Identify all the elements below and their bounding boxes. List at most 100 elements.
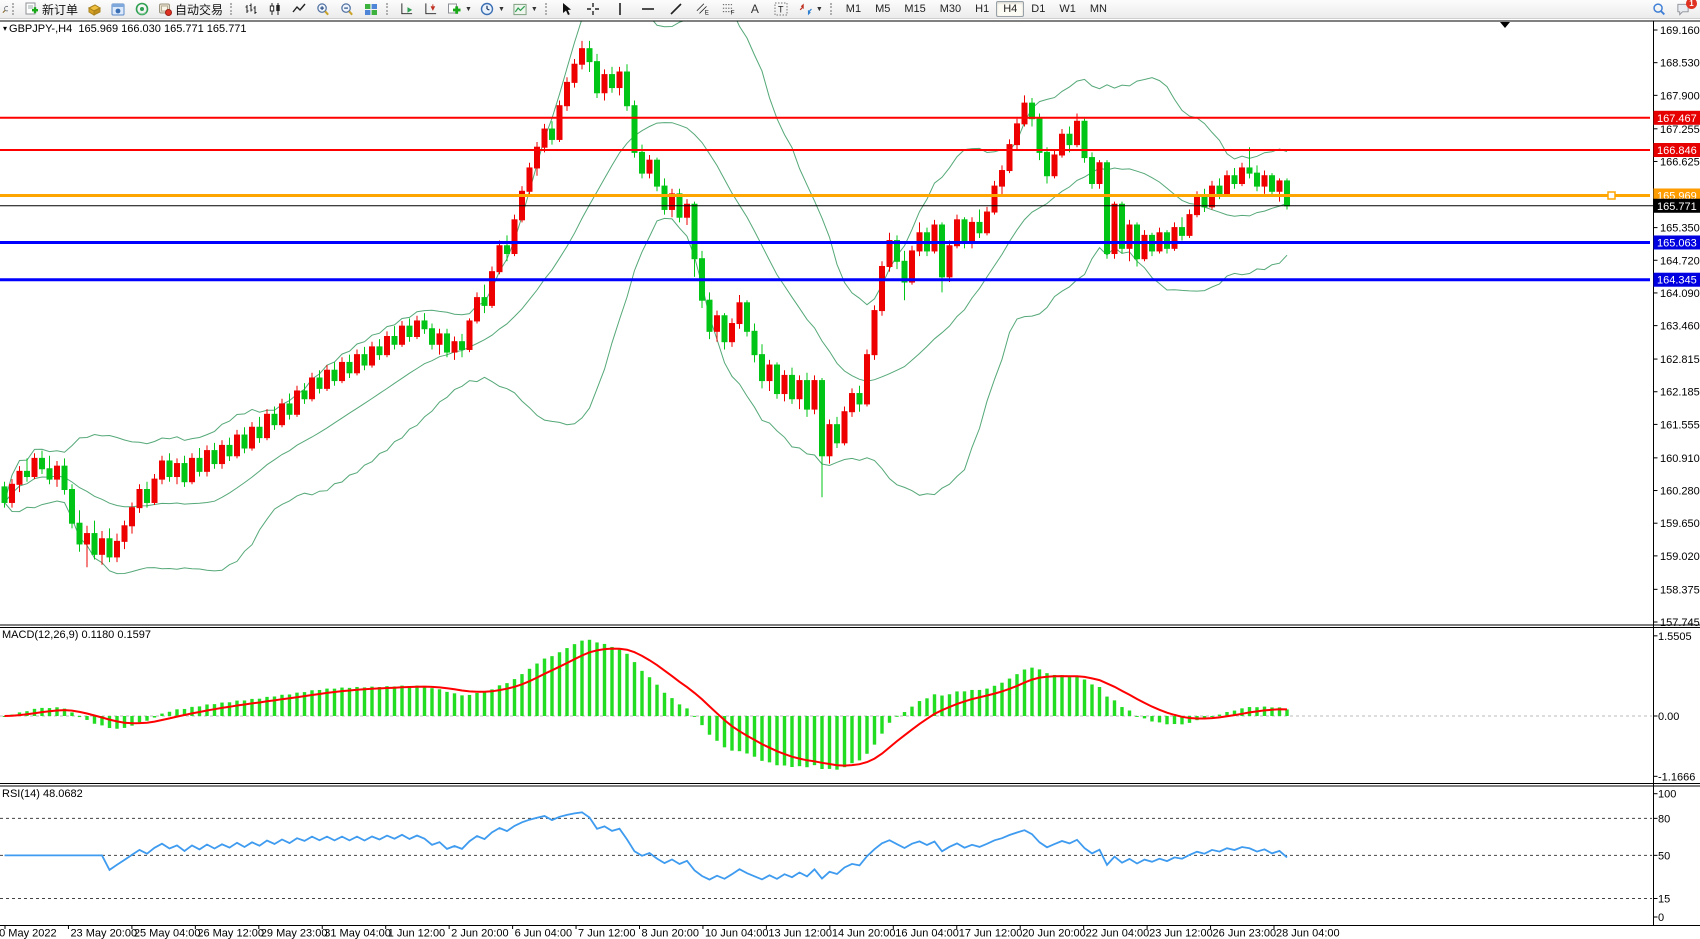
- equidistant-channel-icon[interactable]: E: [696, 2, 710, 16]
- axis-label: -1.1666: [1658, 771, 1695, 783]
- autotrading-button[interactable]: 自动交易: [154, 1, 227, 17]
- macd-histogram-bar: [700, 716, 704, 726]
- fibonacci-icon[interactable]: F: [722, 2, 736, 16]
- chart-shift-icon[interactable]: [424, 2, 438, 16]
- macd-histogram-bar: [430, 688, 434, 716]
- candle-body: [384, 336, 390, 356]
- macd-histogram-bar: [227, 702, 232, 716]
- timeframe-m1[interactable]: M1: [845, 3, 862, 15]
- price-badges: 167.467166.846165.969165.771165.063164.3…: [1653, 110, 1700, 287]
- dropdown-caret: ▼: [497, 5, 505, 13]
- macd-histogram-bar: [962, 691, 967, 716]
- templates-button[interactable]: ▼: [509, 1, 542, 17]
- macd-histogram-bar: [1112, 700, 1117, 716]
- toolbar-grip[interactable]: [829, 3, 836, 15]
- autotrading-label: 自动交易: [175, 2, 224, 17]
- timeframe-h4[interactable]: H4: [996, 1, 1025, 17]
- candlestick-chart-icon[interactable]: [268, 2, 282, 16]
- macd-histogram-bar: [385, 686, 389, 716]
- trendline-icon[interactable]: [669, 2, 683, 16]
- macd-histogram-bar: [542, 658, 547, 716]
- collapse-arrow-icon[interactable]: ▾: [3, 24, 8, 33]
- macd-histogram-bar: [1045, 673, 1049, 716]
- bar-chart-icon[interactable]: [244, 2, 258, 16]
- zoom-out-icon[interactable]: [340, 2, 354, 16]
- candle-body: [901, 260, 908, 283]
- new-order-button[interactable]: 新订单: [21, 1, 82, 17]
- horizontal-line-icon[interactable]: [641, 2, 655, 16]
- macd-histogram-bar: [235, 700, 239, 716]
- indicators-button[interactable]: ▼: [443, 1, 476, 17]
- timeframe-m5[interactable]: M5: [875, 3, 891, 15]
- axis-label: 157.745: [1660, 617, 1700, 629]
- toolbar-grip[interactable]: [386, 3, 392, 15]
- text-icon[interactable]: A: [750, 2, 759, 16]
- toolbar-grip[interactable]: [230, 3, 236, 15]
- macd-histogram-bar: [992, 685, 997, 716]
- macd-histogram-bar: [1172, 716, 1177, 725]
- candle-body: [976, 221, 983, 234]
- text-label-icon[interactable]: T: [774, 2, 788, 16]
- macd-histogram-bar: [152, 716, 157, 718]
- toolbar-grip[interactable]: [544, 3, 551, 15]
- search-icon[interactable]: [1652, 2, 1666, 16]
- timeframe-h1[interactable]: H1: [975, 3, 990, 15]
- macd-histogram-bar: [535, 663, 539, 716]
- line-chart-icon[interactable]: [292, 2, 306, 16]
- timeframe-d1[interactable]: D1: [1031, 3, 1046, 15]
- tile-windows-icon[interactable]: [364, 2, 378, 16]
- zoom-in-icon[interactable]: [316, 2, 330, 16]
- macd-histogram-bar: [520, 674, 524, 716]
- macd-histogram-bar: [340, 687, 344, 716]
- macd-histogram-bar: [857, 716, 862, 761]
- macd-histogram-bar: [1015, 674, 1019, 716]
- macd-histogram-bar: [287, 694, 292, 716]
- auto-scroll-icon[interactable]: [400, 2, 414, 16]
- candle-body: [1081, 120, 1088, 159]
- chart-profiles-icon[interactable]: [87, 2, 102, 16]
- periods-clock-icon: [480, 2, 494, 16]
- price-badge: [1653, 143, 1700, 158]
- candle-body: [211, 450, 218, 465]
- time-axis-label: 23 Jun 12:00: [1149, 928, 1213, 939]
- timeframe-m30[interactable]: M30: [939, 3, 962, 15]
- candle-body: [661, 185, 668, 210]
- candle-body: [24, 470, 30, 478]
- macd-histogram-bar: [107, 716, 112, 729]
- timeframe-m15[interactable]: M15: [904, 3, 926, 15]
- candle-body: [256, 426, 263, 439]
- svg-text:T: T: [778, 5, 784, 15]
- candle-body: [541, 128, 548, 148]
- vertical-line-icon[interactable]: [613, 2, 627, 16]
- terminal-icon[interactable]: [111, 2, 125, 16]
- cursor-icon[interactable]: [560, 2, 574, 16]
- strategy-signal-icon[interactable]: [135, 2, 149, 16]
- candle-body: [616, 71, 623, 89]
- macd-histogram-bar: [760, 716, 764, 761]
- candle-body: [144, 488, 150, 503]
- candle-body: [841, 411, 848, 444]
- candle-body: [76, 522, 83, 545]
- candle-body: [114, 540, 120, 558]
- toolbar-grip[interactable]: [12, 3, 18, 15]
- candle-body: [84, 533, 90, 545]
- chart-shift-marker[interactable]: [1500, 22, 1510, 28]
- price-badge-label: 167.467: [1657, 113, 1697, 125]
- timeframe-mn[interactable]: MN: [1089, 3, 1107, 15]
- horizontal-lines[interactable]: [0, 116, 1653, 282]
- timeframe-w1[interactable]: W1: [1059, 3, 1076, 15]
- arrows-button[interactable]: ▼: [794, 1, 827, 17]
- time-axis-label: 2 Jun 20:00: [451, 928, 509, 939]
- crosshair-icon[interactable]: [586, 2, 600, 16]
- macd-histogram-bar: [280, 694, 284, 716]
- periods-button[interactable]: ▼: [476, 1, 509, 17]
- macd-histogram-bar: [175, 709, 179, 716]
- macd-histogram-bar: [85, 716, 89, 720]
- candle-body: [849, 393, 855, 413]
- hline-handle[interactable]: [1607, 191, 1616, 200]
- macd-histogram-bar: [1127, 710, 1132, 716]
- candle-body: [106, 538, 113, 558]
- notifications-icon[interactable]: 1: [1676, 0, 1697, 16]
- macd-histogram-bar: [1075, 676, 1079, 716]
